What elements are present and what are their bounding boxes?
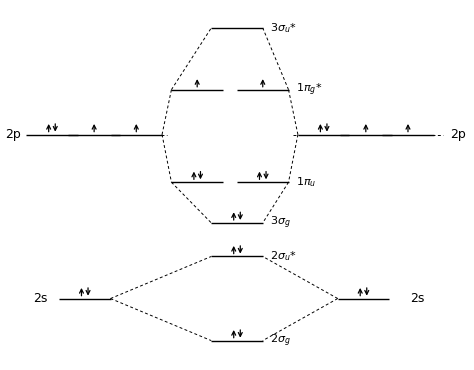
Text: 2s: 2s [33,292,47,305]
Text: 1$\pi_g$*: 1$\pi_g$* [296,81,322,98]
Text: 2$\sigma_u$*: 2$\sigma_u$* [270,250,296,263]
Text: 2p: 2p [5,128,21,141]
Text: 3$\sigma_u$*: 3$\sigma_u$* [270,21,296,35]
Text: 3$\sigma_g$: 3$\sigma_g$ [270,215,291,231]
Text: 2$\sigma_g$: 2$\sigma_g$ [270,332,291,349]
Text: 2p: 2p [450,128,466,141]
Text: 1$\pi_u$: 1$\pi_u$ [296,175,316,189]
Text: 2s: 2s [410,292,425,305]
